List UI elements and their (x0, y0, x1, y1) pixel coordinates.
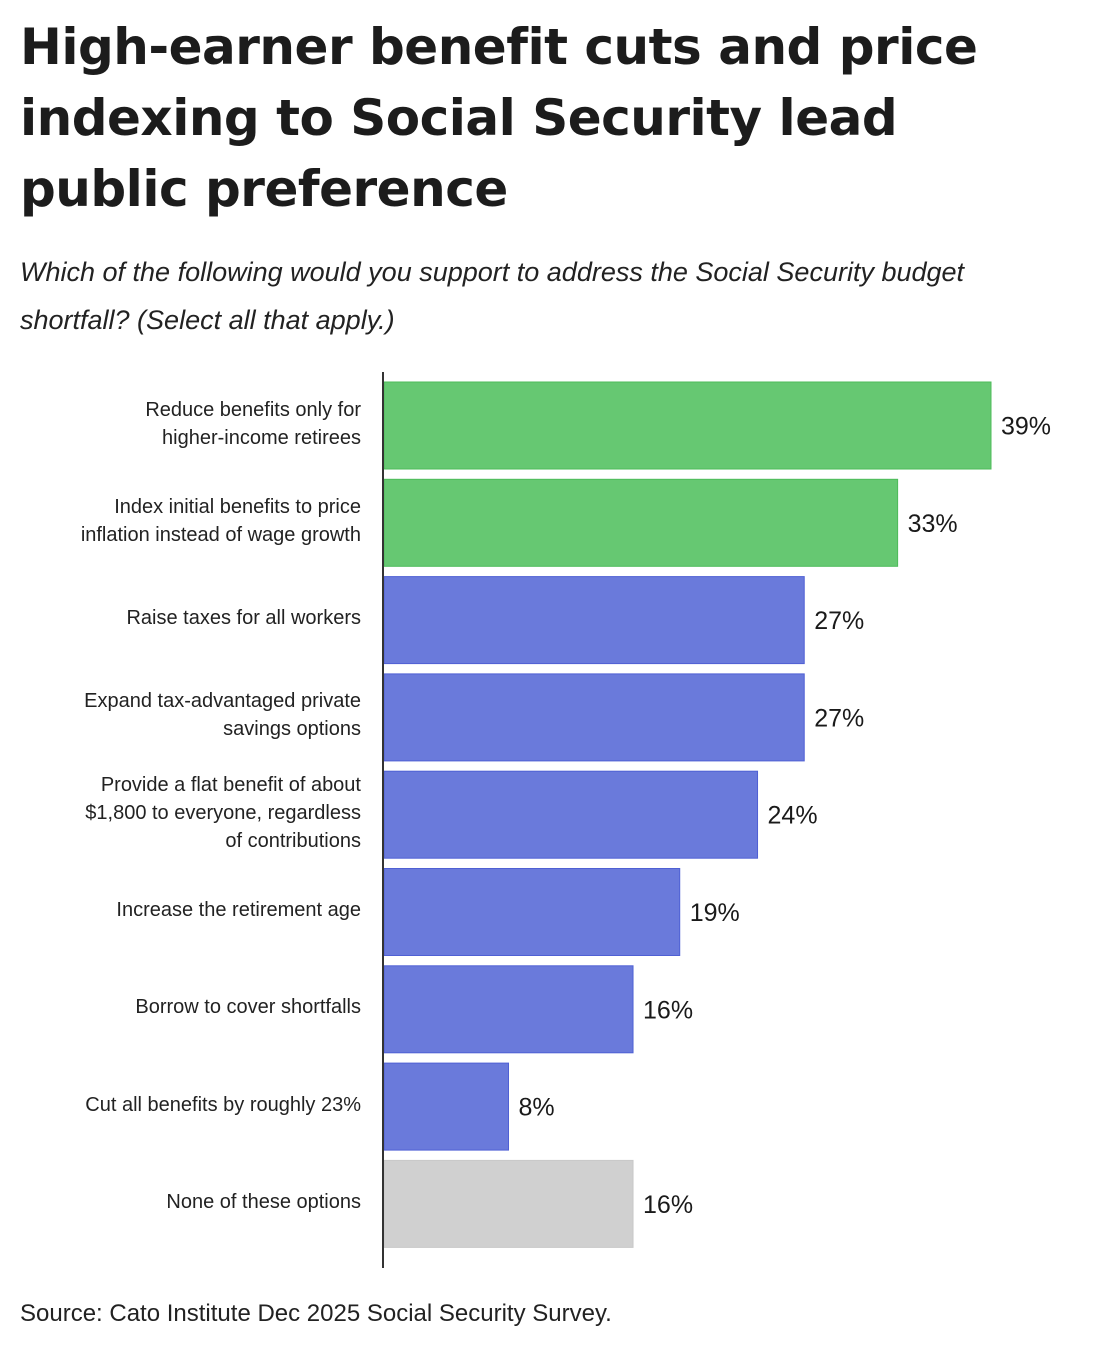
category-label-line: savings options (223, 718, 361, 741)
category-label-line: Reduce benefits only for (145, 398, 361, 421)
bar (383, 965, 634, 1054)
category-label-line: Borrow to cover shortfalls (135, 996, 361, 1019)
category-label: None of these options (166, 1188, 361, 1216)
category-label-line: Cut all benefits by roughly 23% (85, 1093, 361, 1116)
data-label: 16% (643, 996, 693, 1024)
data-label: 27% (814, 704, 864, 732)
data-label: 39% (1001, 413, 1051, 441)
category-label-line: Provide a flat benefit of about (100, 773, 361, 796)
category-label: Cut all benefits by roughly 23% (85, 1091, 361, 1119)
category-label-line: higher-income retirees (162, 426, 361, 449)
bar (383, 1062, 510, 1151)
category-label-line: Raise taxes for all workers (126, 607, 361, 630)
bar (383, 478, 899, 567)
bar (383, 770, 759, 859)
category-label-line: inflation instead of wage growth (80, 523, 361, 546)
category-label-line: None of these options (166, 1190, 361, 1213)
category-label-line: Expand tax-advantaged private (84, 690, 361, 713)
bar (383, 576, 805, 665)
chart-title: High-earner benefit cuts and price index… (20, 18, 978, 218)
category-label-line: Increase the retirement age (116, 899, 361, 921)
data-label: 24% (768, 802, 818, 830)
category-label-line: $1,800 to everyone, regardless (85, 801, 361, 824)
data-label: 8% (519, 1094, 555, 1122)
category-label-line: Index initial benefits to price (114, 495, 361, 518)
data-label: 19% (690, 899, 740, 927)
category-label: Provide a flat benefit of about $1,800 to… (85, 771, 361, 855)
data-label: 16% (643, 1191, 693, 1219)
category-label: Borrow to cover shortfalls (135, 993, 361, 1021)
category-label: Increase the retirement age (116, 896, 361, 924)
bar (383, 673, 805, 762)
category-label-line: of contributions (225, 829, 361, 852)
bar (383, 381, 992, 470)
chart-subtitle: Which of the following would you support… (20, 257, 965, 335)
data-label: 27% (814, 607, 864, 635)
source-note: Source: Cato Institute Dec 2025 Social S… (20, 1300, 612, 1327)
category-label: Index initial benefits to price inflation… (81, 493, 361, 549)
category-label: Reduce benefits only for higher-income re… (145, 396, 361, 452)
bar (383, 1159, 634, 1248)
category-label: Raise taxes for all workers (126, 604, 361, 632)
bar (383, 868, 681, 956)
data-label: 33% (908, 510, 958, 538)
category-label: Expand tax-advantaged private savings opt… (84, 687, 361, 743)
